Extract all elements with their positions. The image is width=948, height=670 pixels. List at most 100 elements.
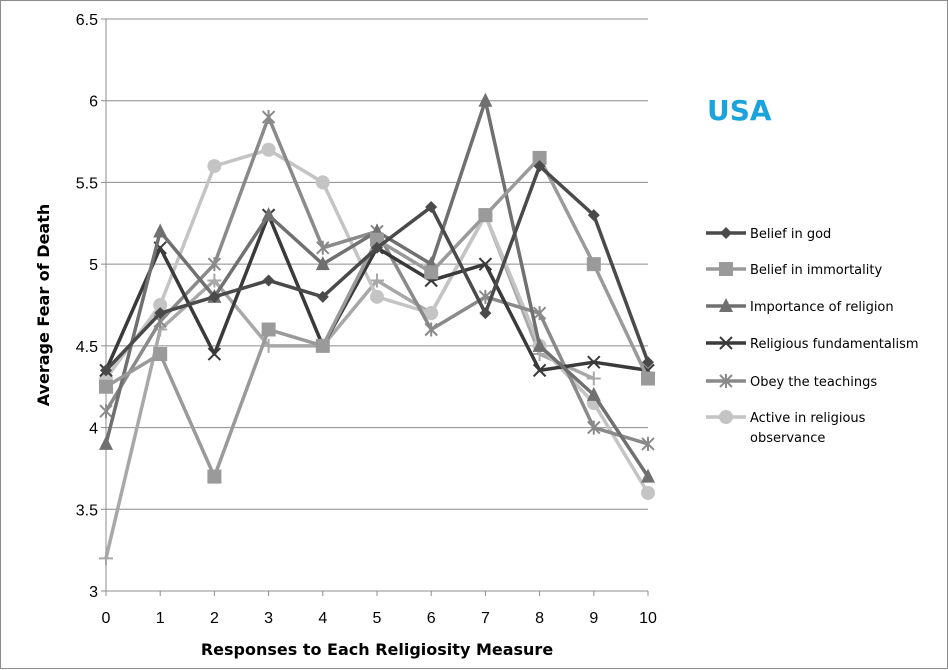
data-point xyxy=(261,322,276,337)
data-point xyxy=(315,256,330,271)
data-point xyxy=(262,274,275,287)
series-line xyxy=(104,98,650,478)
data-point xyxy=(424,265,439,280)
legend-marker xyxy=(720,227,732,239)
data-point xyxy=(316,240,330,255)
data-point xyxy=(207,159,222,174)
x-tick-label: 10 xyxy=(639,610,657,627)
legend-label: observance xyxy=(750,431,825,446)
data-point xyxy=(532,337,547,352)
legend-label: Religious fundamentalism xyxy=(750,337,919,352)
legend-label: Importance of religion xyxy=(750,300,894,315)
data-point xyxy=(371,241,383,254)
y-tick-label: 4 xyxy=(89,421,98,438)
data-point xyxy=(315,338,330,353)
series-line xyxy=(105,156,650,479)
data-point xyxy=(99,551,113,566)
x-tick-label: 8 xyxy=(535,610,544,627)
tick-labels: 3 3.5 4 4.5 5 5.5 6 6.5 0 1 2 3 4 5 6 7 8 9 10 xyxy=(76,12,657,627)
series-belief-in-immortality xyxy=(99,150,655,484)
data-point xyxy=(261,110,276,125)
x-tick-label: 1 xyxy=(156,610,165,627)
data-point xyxy=(641,436,655,451)
data-point xyxy=(99,435,113,450)
data-point xyxy=(425,200,438,213)
y-tick-label: 5 xyxy=(89,257,98,274)
data-point xyxy=(424,322,438,337)
data-point xyxy=(641,371,655,386)
data-point xyxy=(261,142,276,157)
x-tick-label: 2 xyxy=(210,610,219,627)
data-point xyxy=(315,175,330,190)
legend-label: Obey the teachings xyxy=(750,375,877,390)
series-lines xyxy=(99,92,655,566)
data-point xyxy=(587,420,601,435)
y-tick-label: 3 xyxy=(89,584,98,601)
data-point xyxy=(586,386,601,401)
series-line xyxy=(104,164,650,372)
series-belief-in-god xyxy=(100,160,654,377)
x-tick-label: 6 xyxy=(427,610,436,627)
x-tick-label: 0 xyxy=(102,610,111,627)
legend-item: Obey the teachings xyxy=(706,374,877,390)
data-point xyxy=(424,306,439,321)
legend-label: Belief in god xyxy=(750,227,831,242)
data-point xyxy=(207,257,222,272)
data-point xyxy=(208,290,221,303)
data-point xyxy=(207,273,222,288)
y-tick-label: 3.5 xyxy=(76,502,98,519)
data-point xyxy=(99,404,113,419)
legend-item: Belief in god xyxy=(706,227,831,242)
data-point xyxy=(153,347,168,362)
legend: Belief in god Belief in immortality Import… xyxy=(706,227,919,446)
legend-marker xyxy=(719,374,733,388)
data-point xyxy=(532,306,547,321)
data-point xyxy=(154,307,167,320)
data-point xyxy=(532,150,547,165)
legend-marker xyxy=(719,336,733,350)
legend-marker xyxy=(719,298,733,312)
legend-item: Active in religious observance xyxy=(706,410,866,446)
y-tick-label: 5.5 xyxy=(76,175,98,192)
data-point xyxy=(153,223,168,238)
data-point xyxy=(478,208,493,223)
legend-label: Active in religious xyxy=(750,411,866,426)
data-point xyxy=(587,355,601,369)
data-point xyxy=(370,289,384,304)
data-point xyxy=(207,347,222,361)
data-point xyxy=(586,257,601,272)
data-point xyxy=(641,468,655,483)
data-point xyxy=(478,257,493,271)
data-point xyxy=(207,469,222,484)
data-point xyxy=(316,290,329,303)
data-point xyxy=(370,273,384,288)
data-point xyxy=(586,371,601,386)
series-line xyxy=(104,147,650,494)
y-tick-label: 4.5 xyxy=(76,339,98,356)
legend-item: Importance of religion xyxy=(706,298,894,315)
y-tick-label: 6 xyxy=(89,94,98,111)
data-point xyxy=(587,209,600,222)
data-point xyxy=(533,160,546,173)
x-tick-label: 5 xyxy=(373,610,382,627)
x-tick-label: 3 xyxy=(264,610,273,627)
axes xyxy=(101,18,649,596)
x-tick-label: 9 xyxy=(589,610,598,627)
data-point xyxy=(642,356,654,369)
x-axis-title: Responses to Each Religiosity Measure xyxy=(201,640,553,659)
legend-marker xyxy=(719,410,733,424)
x-tick-label: 4 xyxy=(318,610,327,627)
data-point xyxy=(99,379,113,394)
data-point xyxy=(261,207,276,222)
gridlines xyxy=(106,18,648,510)
data-point xyxy=(532,363,547,378)
y-axis-title: Average Fear of Death xyxy=(34,204,53,407)
legend-item: Religious fundamentalism xyxy=(706,336,919,352)
data-point xyxy=(100,364,112,377)
y-tick-label: 6.5 xyxy=(76,12,98,29)
legend-marker xyxy=(719,262,733,276)
data-point xyxy=(641,485,655,500)
x-tick-label: 7 xyxy=(481,610,490,627)
